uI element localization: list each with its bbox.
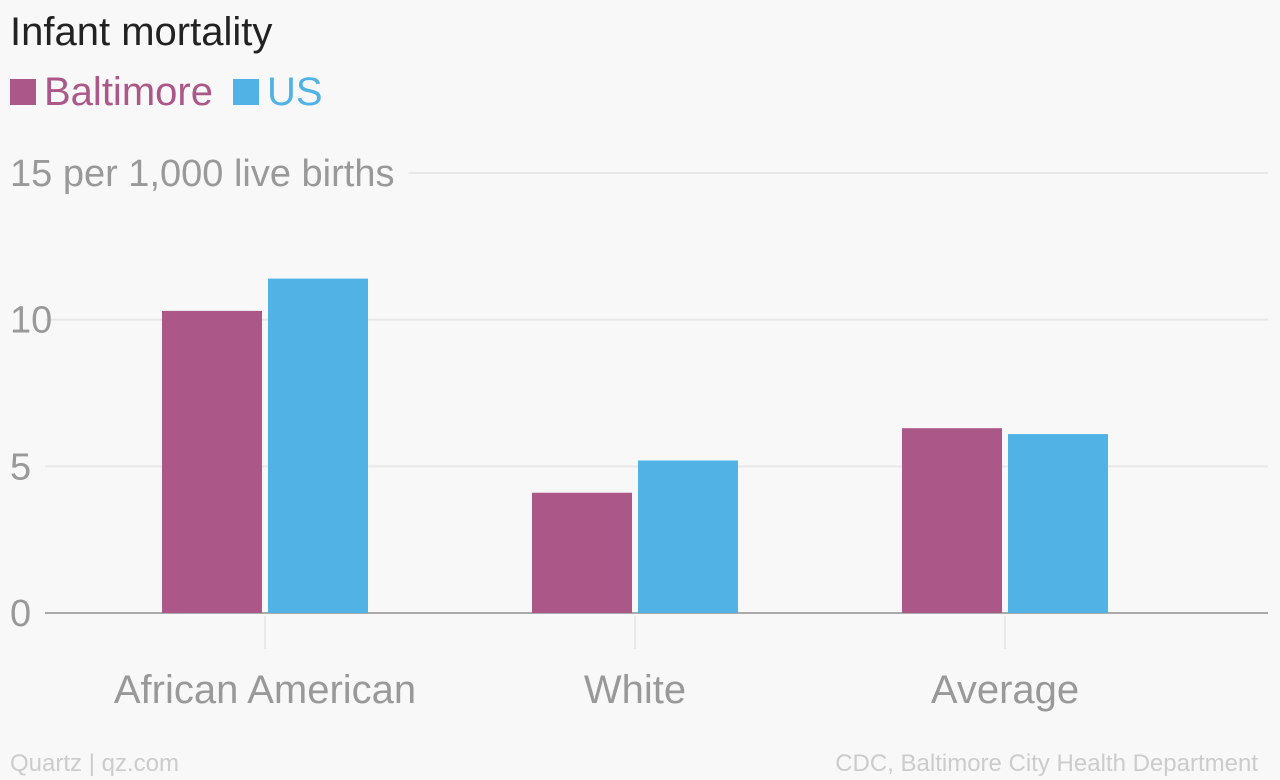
legend-swatch-us — [232, 79, 259, 105]
x-tick-labels: African American White Average — [114, 668, 1079, 712]
bar-us — [1008, 434, 1108, 613]
footer-credit: Quartz | qz.com — [10, 750, 179, 777]
y-tick-label: 15 per 1,000 live births — [10, 153, 394, 195]
bar-us — [638, 460, 738, 613]
y-tick-labels: 0 5 10 15 per 1,000 live births — [10, 153, 394, 635]
y-tick-label: 5 — [10, 446, 31, 488]
bar-us — [268, 278, 368, 613]
legend-label-baltimore: Baltimore — [44, 70, 213, 114]
footer-source: CDC, Baltimore City Health Department — [835, 750, 1258, 777]
bar-baltimore — [162, 310, 262, 613]
bars — [162, 278, 1108, 613]
x-tick-label: African American — [114, 668, 416, 712]
y-tick-label: 0 — [10, 593, 31, 635]
legend-swatch-baltimore — [10, 79, 36, 105]
bar-baltimore — [532, 492, 632, 613]
x-tick-label: White — [584, 668, 686, 712]
legend-item-us: US — [232, 70, 323, 114]
y-tick-label: 10 — [10, 300, 52, 342]
legend-item-baltimore: Baltimore — [10, 70, 213, 114]
legend-label-us: US — [266, 70, 323, 114]
chart-title: Infant mortality — [10, 10, 273, 54]
legend: Baltimore US — [10, 70, 343, 114]
bar-baltimore — [902, 428, 1002, 613]
x-tick-label: Average — [931, 668, 1079, 712]
